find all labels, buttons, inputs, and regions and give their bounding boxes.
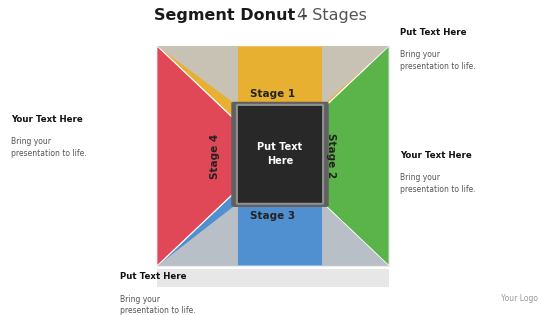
FancyBboxPatch shape (157, 46, 389, 266)
Polygon shape (157, 46, 389, 156)
Polygon shape (157, 203, 238, 266)
Text: Stage 2: Stage 2 (326, 133, 336, 179)
Text: Put Text Here: Put Text Here (400, 28, 467, 37)
Text: Your Text Here: Your Text Here (400, 151, 472, 160)
Text: Bring your
presentation to life.: Bring your presentation to life. (400, 173, 476, 194)
FancyBboxPatch shape (157, 269, 389, 287)
Text: Bring your
presentation to life.: Bring your presentation to life. (400, 50, 476, 71)
Polygon shape (273, 46, 389, 266)
Text: Put Text
Here: Put Text Here (258, 142, 302, 166)
Polygon shape (157, 156, 389, 266)
FancyBboxPatch shape (231, 102, 329, 207)
Text: Segment Donut -: Segment Donut - (154, 8, 307, 23)
Polygon shape (322, 46, 389, 106)
Text: Your Text Here: Your Text Here (11, 115, 83, 124)
Text: Your Logo: Your Logo (501, 294, 538, 303)
Text: Bring your
presentation to life.: Bring your presentation to life. (11, 137, 87, 158)
Text: Put Text Here: Put Text Here (120, 272, 187, 282)
Text: Stage 1: Stage 1 (250, 89, 296, 99)
Polygon shape (157, 46, 273, 266)
Text: Stage 4: Stage 4 (210, 133, 220, 179)
Text: Bring your
presentation to life.: Bring your presentation to life. (120, 295, 196, 315)
Text: 4 Stages: 4 Stages (297, 8, 367, 23)
FancyBboxPatch shape (237, 105, 323, 204)
Text: Stage 3: Stage 3 (250, 211, 296, 221)
Polygon shape (157, 46, 238, 106)
Polygon shape (322, 203, 389, 266)
